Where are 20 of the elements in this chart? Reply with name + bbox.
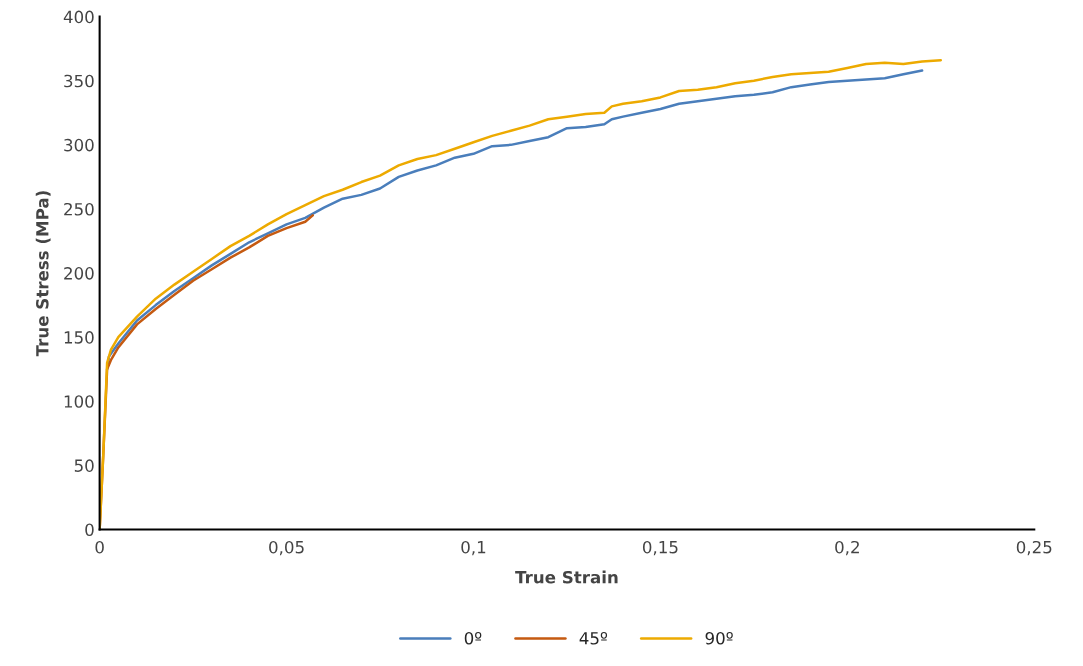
x-tick-label: 0,05 [269,540,304,556]
x-axis-title: True Strain [515,570,618,584]
y-axis-title: True Stress (MPa) [35,191,51,357]
x-tick-label: 0,2 [835,540,859,556]
x-tick-label: 0,15 [642,540,678,556]
y-tick-label: 150 [64,331,94,344]
y-tick-label: 100 [64,395,94,408]
y-tick-label: 200 [64,267,94,280]
y-tick-label: 0 [85,523,94,537]
y-tick-label: 50 [74,459,94,472]
legend-label: 90º [705,631,733,645]
x-tick-label: 0 [95,540,104,554]
legend-label: 45º [579,631,608,645]
x-tick-label: 0,1 [461,540,486,556]
y-tick-label: 350 [64,74,94,88]
y-tick-label: 250 [64,202,94,216]
legend-label: 0º [464,631,482,645]
y-tick-label: 400 [63,10,94,24]
x-tick-label: 0,25 [1016,540,1052,556]
y-tick-label: 300 [64,138,94,152]
